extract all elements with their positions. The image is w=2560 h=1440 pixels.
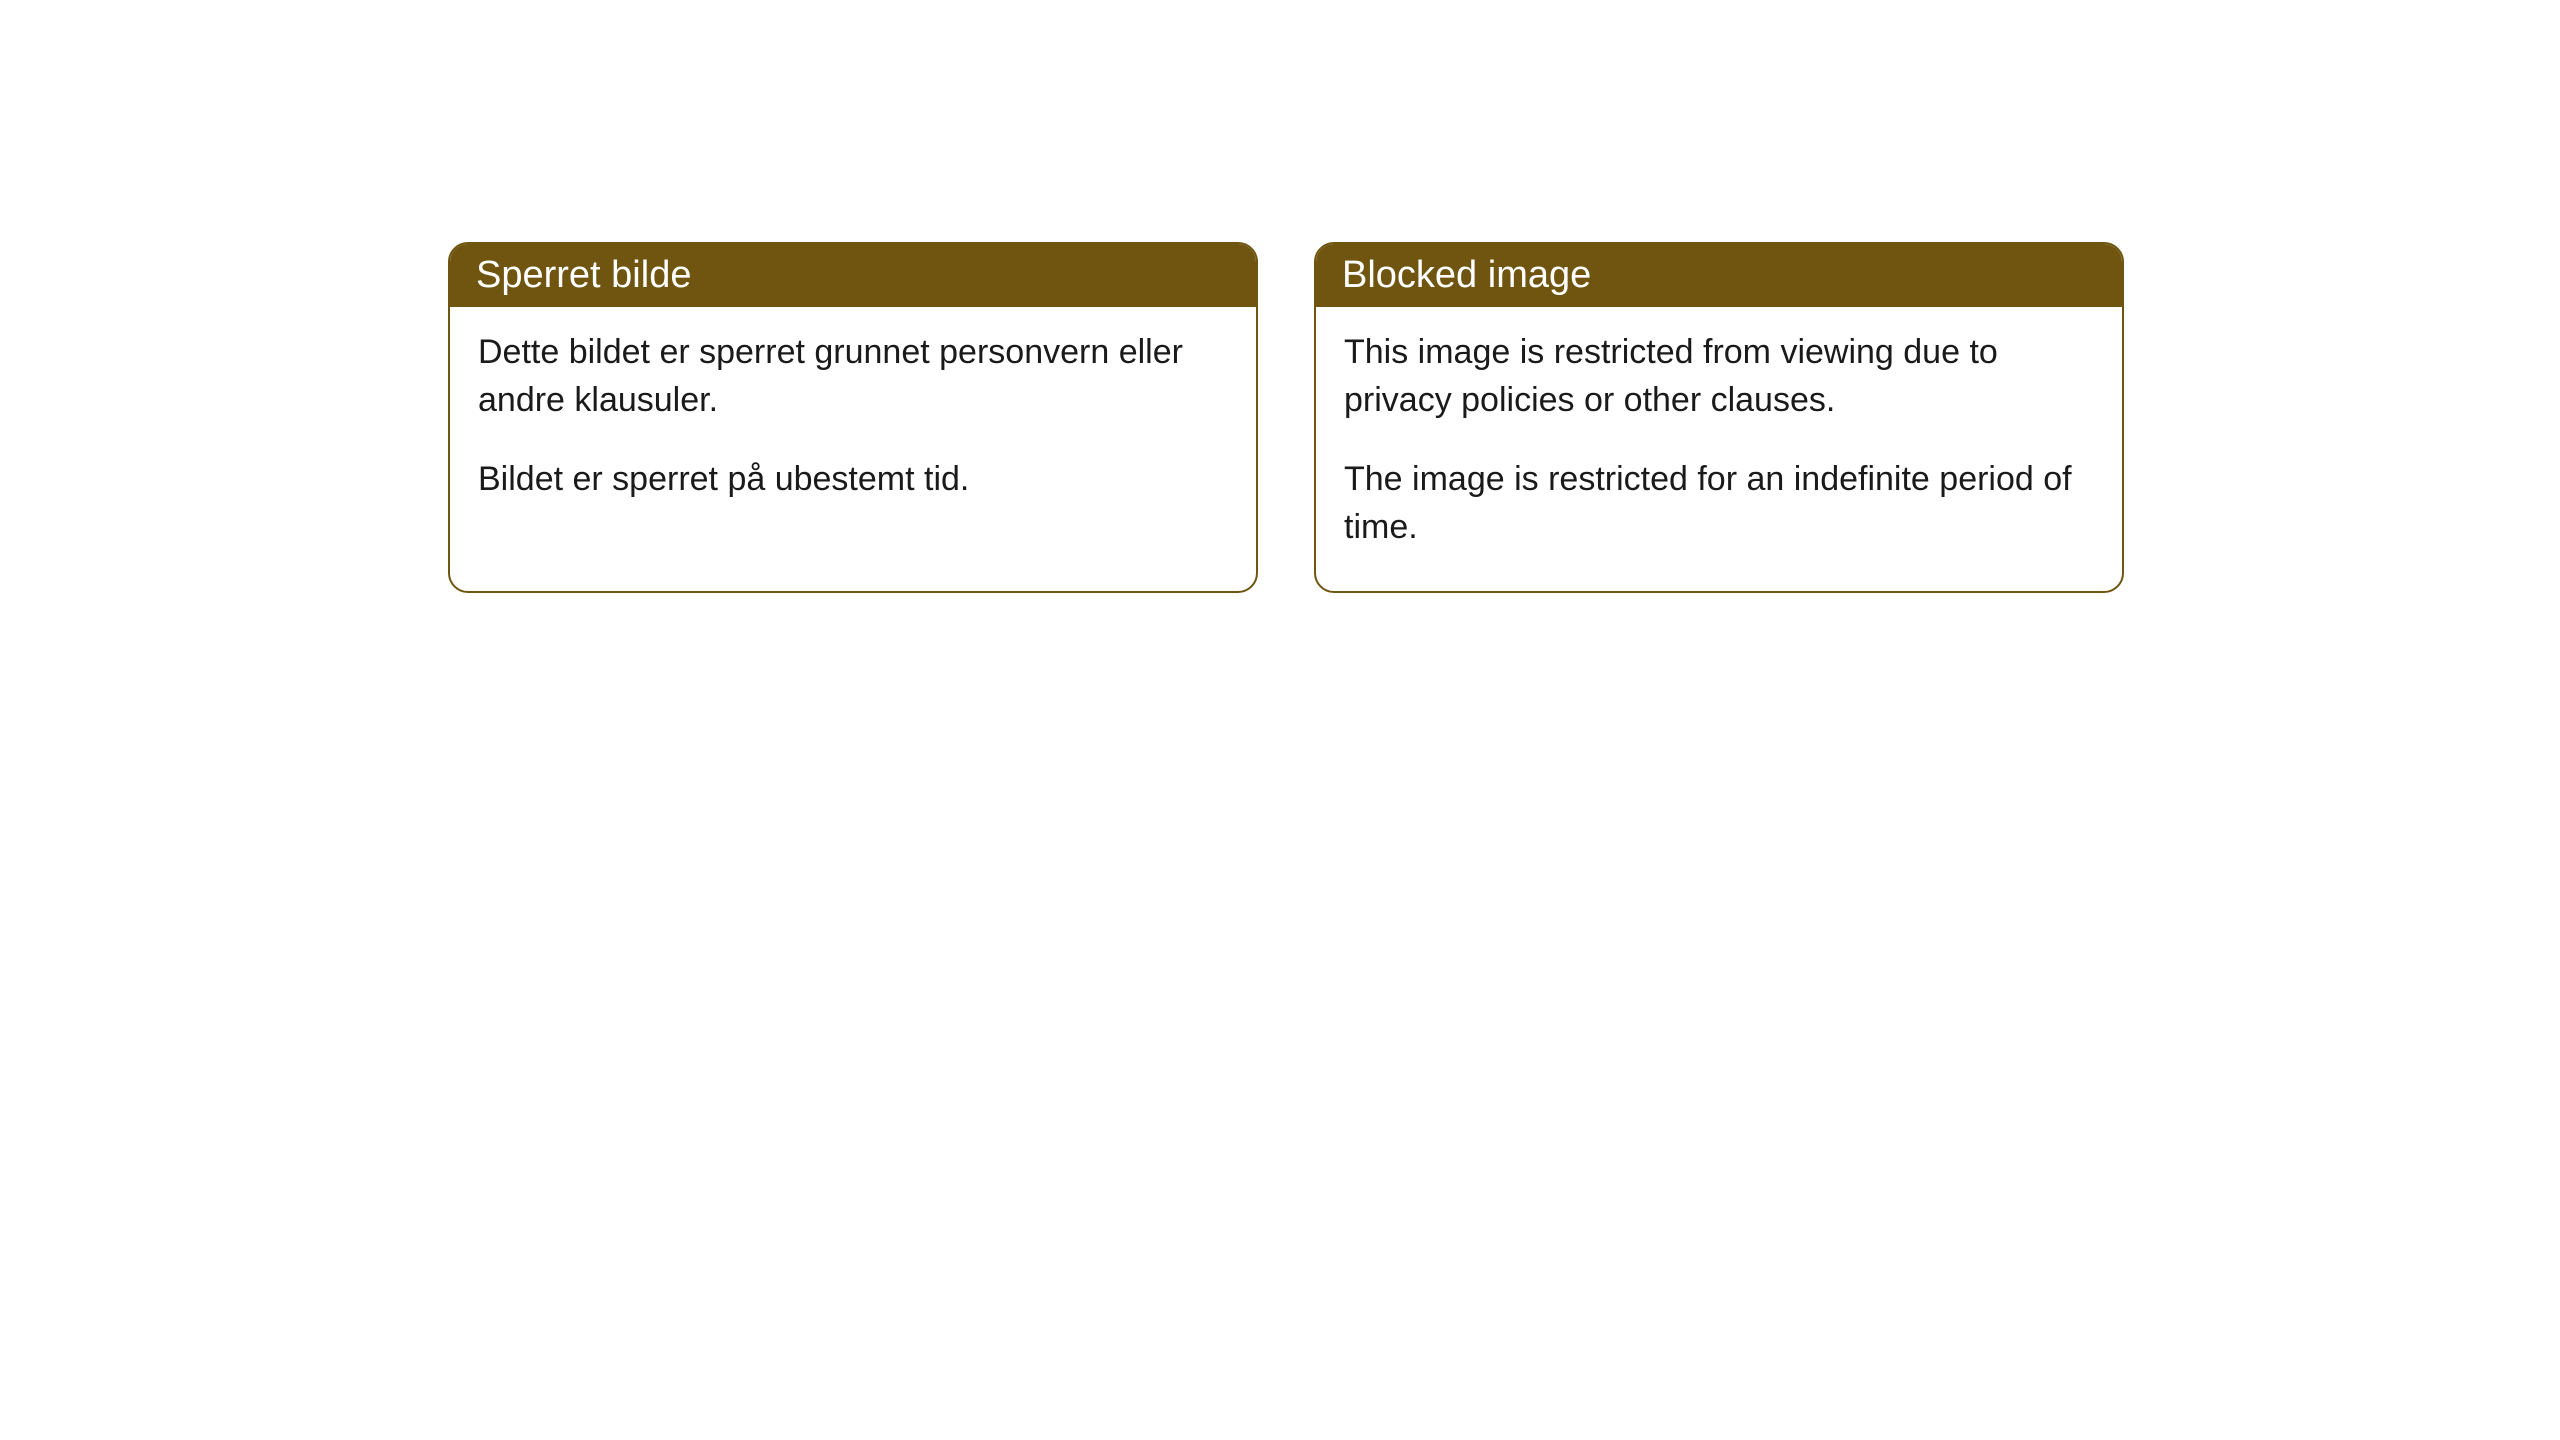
card-header: Blocked image [1316, 244, 2122, 307]
card-body: This image is restricted from viewing du… [1316, 307, 2122, 591]
card-title: Blocked image [1342, 254, 1591, 296]
card-paragraph: The image is restricted for an indefinit… [1344, 456, 2094, 551]
card-header: Sperret bilde [450, 244, 1256, 307]
blocked-image-card-english: Blocked image This image is restricted f… [1314, 242, 2124, 593]
blocked-image-card-norwegian: Sperret bilde Dette bildet er sperret gr… [448, 242, 1258, 593]
cards-container: Sperret bilde Dette bildet er sperret gr… [448, 242, 2124, 593]
card-body: Dette bildet er sperret grunnet personve… [450, 307, 1256, 544]
card-title: Sperret bilde [476, 254, 691, 296]
card-paragraph: Bildet er sperret på ubestemt tid. [478, 456, 1228, 504]
card-paragraph: This image is restricted from viewing du… [1344, 329, 2094, 424]
card-paragraph: Dette bildet er sperret grunnet personve… [478, 329, 1228, 424]
